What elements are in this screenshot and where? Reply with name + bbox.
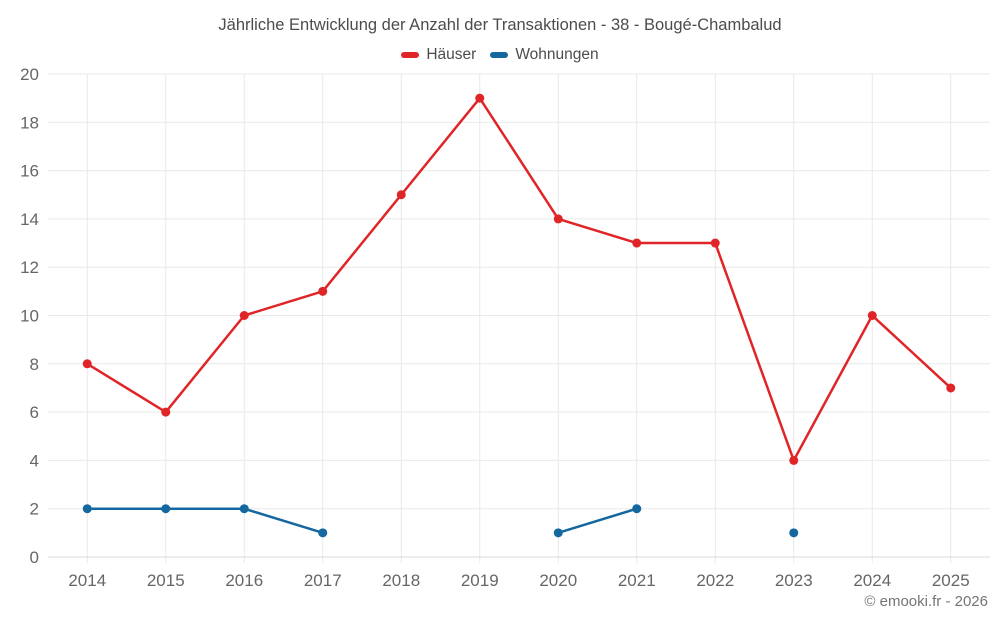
y-tick-label: 10 — [20, 307, 39, 326]
legend: Häuser Wohnungen — [0, 46, 1000, 64]
y-tick-label: 4 — [30, 451, 39, 470]
data-point-marker — [789, 528, 799, 538]
data-point-marker — [161, 407, 171, 417]
footer-credit: © emooki.fr - 2026 — [864, 593, 988, 610]
x-tick-label: 2017 — [304, 571, 342, 590]
x-tick-label: 2020 — [539, 571, 577, 590]
legend-item-haeuser[interactable]: Häuser — [401, 46, 476, 64]
legend-label-haeuser: Häuser — [426, 46, 477, 63]
x-tick-label: 2019 — [461, 571, 499, 590]
legend-swatch-wohnungen-icon — [490, 52, 509, 58]
data-point-marker — [161, 504, 171, 514]
x-tick-label: 2025 — [932, 571, 970, 590]
data-point-marker — [318, 286, 328, 296]
data-point-marker — [318, 528, 328, 538]
y-tick-label: 18 — [20, 113, 39, 132]
horizontal-gridlines — [48, 73, 990, 558]
data-point-marker — [475, 93, 485, 103]
data-point-marker — [396, 190, 406, 200]
x-tick-label: 2021 — [618, 571, 656, 590]
data-point-marker — [710, 238, 720, 248]
x-tick-label: 2018 — [382, 571, 420, 590]
series-line — [86, 96, 952, 462]
x-tick-label: 2024 — [853, 571, 891, 590]
series-h-user — [82, 93, 956, 465]
y-tick-label: 0 — [30, 548, 39, 567]
data-point-marker — [82, 504, 92, 514]
legend-label-wohnungen: Wohnungen — [515, 46, 599, 63]
y-tick-label: 8 — [30, 355, 39, 374]
y-tick-label: 6 — [30, 403, 39, 422]
x-tick-label: 2023 — [775, 571, 813, 590]
y-tick-label: 20 — [20, 65, 39, 84]
data-point-marker — [632, 238, 642, 248]
y-tick-label: 14 — [20, 210, 39, 229]
chart-title: Jährliche Entwicklung der Anzahl der Tra… — [218, 16, 782, 34]
y-tick-label: 16 — [20, 162, 39, 181]
data-point-marker — [946, 383, 956, 393]
x-tick-label: 2016 — [225, 571, 263, 590]
x-axis-labels: 2014 2015 2016 2017 2018 2019 2020 2021 2022 2023… — [68, 571, 969, 590]
data-point-marker — [867, 311, 877, 320]
data-point-marker — [632, 504, 642, 514]
data-point-marker — [82, 359, 92, 369]
series-wohnungen — [82, 504, 799, 538]
legend-swatch-haeuser-icon — [401, 52, 420, 58]
data-point-marker — [239, 504, 249, 514]
data-point-marker — [789, 455, 799, 465]
y-axis-labels: 0 2 4 6 8 10 12 14 16 18 20 — [20, 65, 39, 567]
vertical-gridlines — [86, 74, 952, 563]
y-tick-label: 2 — [30, 500, 39, 519]
x-tick-label: 2022 — [696, 571, 734, 590]
x-tick-label: 2014 — [68, 571, 106, 590]
data-point-marker — [553, 214, 563, 224]
x-tick-label: 2015 — [147, 571, 185, 590]
y-tick-label: 12 — [20, 258, 39, 277]
data-point-marker — [239, 311, 249, 320]
data-point-marker — [553, 528, 563, 538]
series-line — [87, 509, 794, 533]
legend-item-wohnungen[interactable]: Wohnungen — [490, 46, 599, 64]
